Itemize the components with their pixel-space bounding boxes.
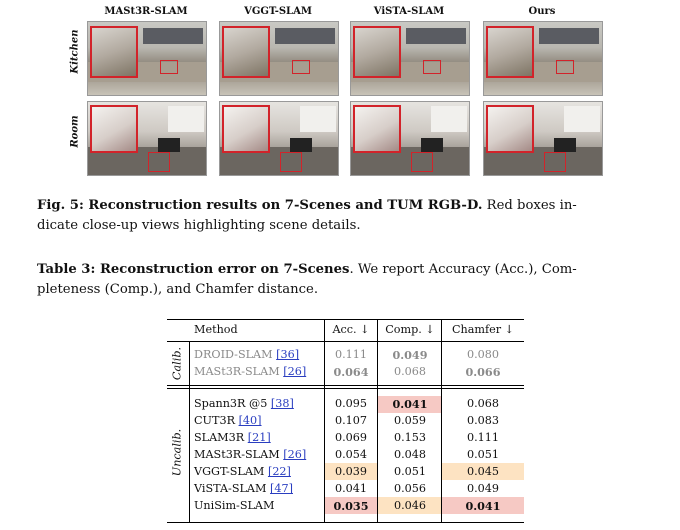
chamfer-value: 0.111 bbox=[466, 431, 500, 444]
comp-value: 0.046 bbox=[393, 499, 427, 512]
room-thumbnail bbox=[87, 101, 207, 176]
acc-value: 0.039 bbox=[334, 465, 368, 478]
table-row: UniSim-SLAM bbox=[194, 498, 274, 514]
table-row: ViSTA-SLAM [47] bbox=[194, 481, 293, 497]
table-row: Spann3R @5 [38] bbox=[194, 396, 294, 412]
table-row: DROID-SLAM [36] bbox=[194, 347, 299, 363]
kitchen-thumbnail bbox=[219, 21, 339, 96]
acc-value: 0.069 bbox=[334, 431, 368, 444]
citation-link[interactable]: [40] bbox=[238, 414, 262, 427]
room-thumbnail bbox=[350, 101, 470, 176]
citation-link[interactable]: [22] bbox=[267, 465, 291, 478]
method-name: SLAM3R bbox=[194, 431, 245, 444]
method-name: UniSim-SLAM bbox=[194, 499, 275, 512]
chamfer-value: 0.080 bbox=[466, 348, 500, 361]
chamfer-value: 0.049 bbox=[466, 482, 500, 495]
figure-caption-text: Red boxes in- bbox=[482, 198, 577, 213]
row-label: Room bbox=[69, 115, 81, 148]
table-caption-line2: pleteness (Comp.), and Chamfer distance. bbox=[37, 282, 319, 297]
chamfer-value: 0.083 bbox=[466, 414, 500, 427]
acc-value: 0.095 bbox=[334, 397, 368, 410]
row-label: Kitchen bbox=[69, 29, 81, 74]
acc-value: 0.107 bbox=[334, 414, 368, 427]
chamfer-value: 0.041 bbox=[465, 499, 501, 513]
acc-value: 0.054 bbox=[334, 448, 368, 461]
table-row: MASt3R-SLAM [26] bbox=[194, 447, 306, 463]
figure-caption-label: Fig. 5: Reconstruction results on 7-Scen… bbox=[37, 198, 483, 213]
method-name: DROID-SLAM bbox=[194, 348, 273, 361]
figure-caption-line2: dicate close-up views highlighting scene… bbox=[37, 218, 361, 233]
table-caption-text: . We report Accuracy (Acc.), Com- bbox=[349, 262, 577, 277]
citation-link[interactable]: [21] bbox=[247, 431, 271, 444]
column-title: MASt3R-SLAM bbox=[104, 6, 188, 17]
method-name: MASt3R-SLAM bbox=[194, 448, 280, 461]
comp-value: 0.059 bbox=[393, 414, 427, 427]
chamfer-value: 0.045 bbox=[466, 465, 500, 478]
comp-value: 0.153 bbox=[393, 431, 427, 444]
room-thumbnail bbox=[483, 101, 603, 176]
chamfer-value: 0.068 bbox=[466, 397, 500, 410]
results-table: Method Acc. ↓ Comp. ↓ Chamfer ↓ Calib. D… bbox=[167, 319, 524, 523]
chamfer-value: 0.051 bbox=[466, 448, 500, 461]
acc-value: 0.111 bbox=[334, 348, 368, 361]
method-name: Spann3R @5 bbox=[194, 397, 268, 410]
figure-grid: MASt3R-SLAM VGGT-SLAM ViSTA-SLAM Ours Ki… bbox=[0, 0, 680, 190]
comp-value: 0.056 bbox=[393, 482, 427, 495]
table-row: MASt3R-SLAM [26] bbox=[194, 364, 306, 380]
header-method: Method bbox=[194, 323, 238, 336]
table-row: CUT3R [40] bbox=[194, 413, 262, 429]
chamfer-value: 0.066 bbox=[465, 365, 501, 379]
room-thumbnail bbox=[219, 101, 339, 176]
citation-link[interactable]: [47] bbox=[270, 482, 293, 495]
comp-value: 0.048 bbox=[393, 448, 427, 461]
column-title: VGGT-SLAM bbox=[244, 6, 312, 17]
citation-link[interactable]: [36] bbox=[276, 348, 300, 361]
comp-value: 0.041 bbox=[392, 397, 428, 411]
group-label-uncalib: Uncalib. bbox=[170, 428, 184, 477]
citation-link[interactable]: [26] bbox=[283, 448, 307, 461]
header-chamfer: Chamfer ↓ bbox=[451, 323, 515, 336]
method-name: CUT3R bbox=[194, 414, 235, 427]
citation-link[interactable]: [38] bbox=[270, 397, 294, 410]
kitchen-thumbnail bbox=[483, 21, 603, 96]
method-name: MASt3R-SLAM bbox=[194, 365, 280, 378]
header-comp: Comp. ↓ bbox=[385, 323, 435, 336]
table-caption-label: Table 3: Reconstruction error on 7-Scene… bbox=[37, 262, 350, 277]
comp-value: 0.051 bbox=[393, 465, 427, 478]
table-row: VGGT-SLAM [22] bbox=[194, 464, 291, 480]
method-name: ViSTA-SLAM bbox=[194, 482, 267, 495]
kitchen-thumbnail bbox=[350, 21, 470, 96]
acc-value: 0.064 bbox=[333, 365, 369, 379]
figure-caption: Fig. 5: Reconstruction results on 7-Scen… bbox=[37, 196, 647, 236]
citation-link[interactable]: [26] bbox=[283, 365, 307, 378]
table-row: SLAM3R [21] bbox=[194, 430, 271, 446]
column-title: Ours bbox=[528, 6, 556, 17]
header-acc: Acc. ↓ bbox=[332, 323, 370, 336]
acc-value: 0.035 bbox=[333, 499, 369, 513]
comp-value: 0.068 bbox=[393, 365, 427, 378]
kitchen-thumbnail bbox=[87, 21, 207, 96]
acc-value: 0.041 bbox=[334, 482, 368, 495]
column-title: ViSTA-SLAM bbox=[373, 6, 445, 17]
comp-value: 0.049 bbox=[392, 348, 428, 362]
group-label-calib: Calib. bbox=[170, 346, 184, 381]
method-name: VGGT-SLAM bbox=[194, 465, 265, 478]
table-caption: Table 3: Reconstruction error on 7-Scene… bbox=[37, 260, 647, 300]
